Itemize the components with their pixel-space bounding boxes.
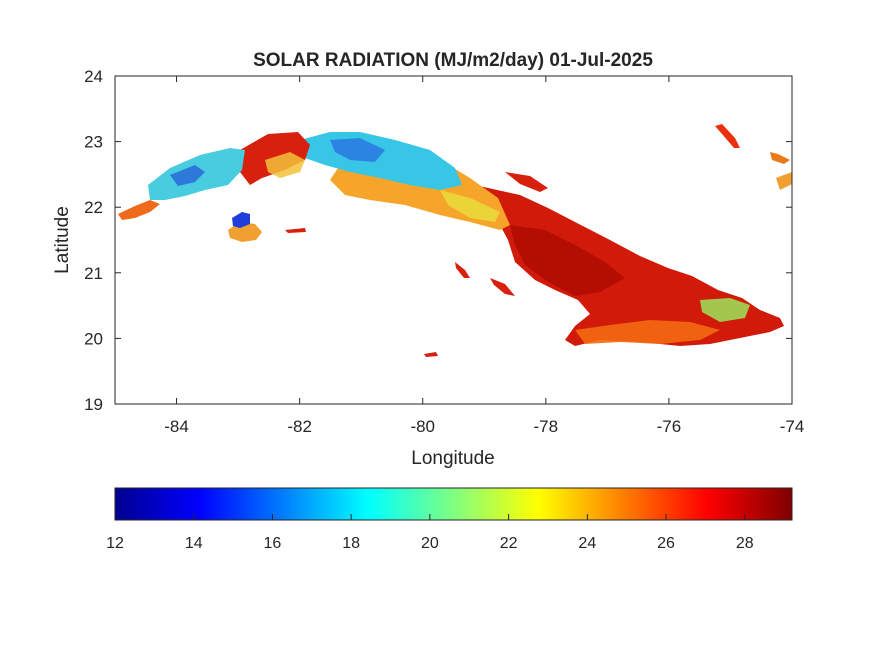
island-central-yellow (440, 190, 500, 222)
island-east-tip-green (700, 298, 750, 322)
cay-north-1 (715, 124, 740, 148)
axes-frame (114, 75, 793, 405)
x-tick-label: -78 (534, 417, 559, 436)
colorbar-tick-label: 12 (106, 535, 124, 552)
colorbar-tick-label: 26 (657, 535, 675, 552)
y-tick-label: 20 (84, 329, 103, 348)
colorbar-tick-label: 24 (578, 535, 596, 552)
y-tick-label: 21 (84, 264, 103, 283)
cay-north-2 (770, 152, 790, 164)
chart-title: SOLAR RADIATION (MJ/m2/day) 01-Jul-2025 (253, 50, 653, 71)
plot-area (115, 76, 792, 404)
y-tick-label: 22 (84, 198, 103, 217)
island-central-north-dark (330, 138, 385, 162)
colorbar-ticks: 12 14 16 18 20 22 24 26 28 (106, 514, 754, 552)
x-tick-label: -84 (164, 417, 189, 436)
colorbar-tick-label: 20 (421, 535, 439, 552)
colorbar-tick-label: 22 (500, 535, 518, 552)
island-west-tip (118, 200, 160, 220)
island-east-hot (510, 225, 625, 296)
colorbar-tick-label: 14 (185, 535, 203, 552)
y-tick-label: 23 (84, 133, 103, 152)
colorbar-tick-label: 28 (736, 535, 754, 552)
colorbar-tick-label: 16 (264, 535, 282, 552)
cuba-radiation-map (118, 124, 792, 357)
y-axis-label: Latitude (52, 206, 73, 274)
x-tick-label: -80 (410, 417, 435, 436)
y-axis-ticks: 19 20 21 22 23 24 (84, 67, 792, 414)
x-axis-ticks: -84 -82 -80 -78 -76 -74 (164, 76, 804, 436)
x-tick-label: -76 (657, 417, 682, 436)
x-axis-label: Longitude (411, 448, 494, 469)
cay-south-4 (285, 228, 306, 233)
cay-south-2 (490, 278, 515, 296)
x-tick-label: -74 (780, 417, 805, 436)
isla-de-la-juventud-blue (232, 212, 250, 228)
y-tick-label: 24 (84, 67, 103, 86)
cay-north-4 (505, 172, 548, 192)
island-east-orange (575, 320, 720, 344)
cay-south-3 (424, 352, 438, 357)
x-tick-label: -82 (287, 417, 312, 436)
colorbar (114, 487, 793, 521)
cay-north-3 (776, 172, 792, 190)
island-west-central-yellow (265, 152, 305, 178)
y-tick-label: 19 (84, 395, 103, 414)
colorbar-tick-label: 18 (342, 535, 360, 552)
cay-south-1 (455, 262, 470, 278)
island-west-blue (170, 165, 205, 186)
